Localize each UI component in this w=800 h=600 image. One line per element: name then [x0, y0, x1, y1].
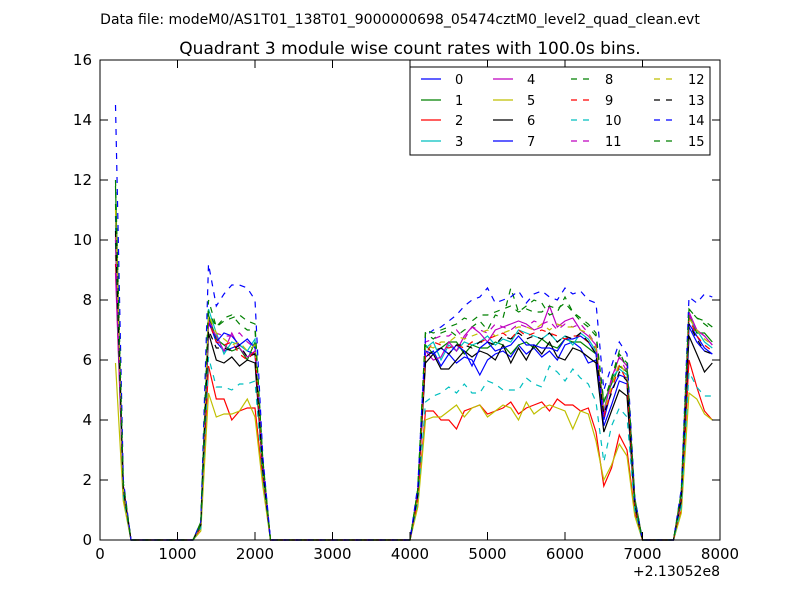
series-line-5: [114, 362, 713, 541]
legend-label-14: 14: [688, 114, 705, 129]
y-tick-label: 8: [82, 291, 92, 309]
x-tick-label: 7000: [623, 545, 661, 563]
x-tick-label: 2000: [236, 545, 274, 563]
y-tick-label: 0: [82, 531, 92, 549]
x-tick-label: 3000: [313, 545, 351, 563]
legend-label-1: 1: [455, 94, 463, 109]
chart-suptitle: Data file: modeM0/AS1T01_138T01_90000006…: [100, 12, 700, 28]
legend-label-15: 15: [688, 135, 705, 150]
y-tick-label: 12: [73, 171, 92, 189]
legend-frame: [409, 66, 711, 156]
legend-label-9: 9: [605, 94, 613, 109]
y-tick-label: 2: [82, 471, 92, 489]
chart-title: Quadrant 3 module wise count rates with …: [179, 39, 640, 59]
x-tick-label: 4000: [391, 545, 429, 563]
legend-label-8: 8: [605, 73, 613, 88]
legend-label-3: 3: [455, 135, 463, 150]
legend-label-7: 7: [527, 135, 535, 150]
y-tick-label: 10: [73, 231, 92, 249]
legend-label-4: 4: [527, 73, 535, 88]
legend-label-2: 2: [455, 114, 463, 129]
x-tick-label: 8000: [701, 545, 739, 563]
legend-label-10: 10: [605, 114, 622, 129]
y-tick-label: 4: [82, 411, 92, 429]
x-tick-label: 6000: [546, 545, 584, 563]
y-tick-label: 14: [73, 111, 92, 129]
x-tick-label: 0: [95, 545, 105, 563]
series-line-14: [114, 104, 713, 541]
y-tick-label: 6: [82, 351, 92, 369]
plot-area: 0 1000 2000 3000 4000 5000 6000 7000 80000246810…: [73, 51, 739, 563]
legend-label-6: 6: [527, 114, 535, 129]
x-tick-label: 1000: [158, 545, 196, 563]
legend-label-11: 11: [605, 135, 622, 150]
legend-label-0: 0: [455, 73, 463, 88]
legend-label-5: 5: [527, 94, 535, 109]
x-tick-label: 5000: [468, 545, 506, 563]
y-tick-label: 16: [73, 51, 92, 69]
legend-label-13: 13: [688, 94, 705, 109]
series-line-15: [114, 179, 713, 541]
x-offset-label: +2.13052e8: [633, 564, 720, 580]
legend-label-12: 12: [688, 73, 705, 88]
